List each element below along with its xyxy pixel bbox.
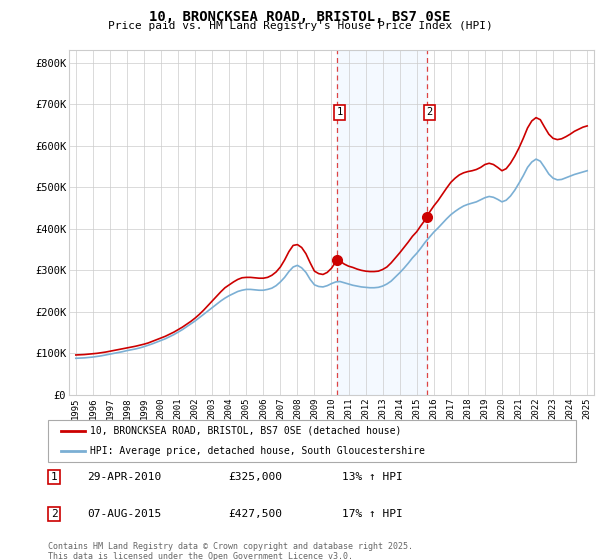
- Text: 1: 1: [50, 472, 58, 482]
- Text: £427,500: £427,500: [228, 509, 282, 519]
- Bar: [337, 50, 427, 395]
- Text: 1: 1: [337, 108, 343, 118]
- Text: 10, BRONCKSEA ROAD, BRISTOL, BS7 0SE: 10, BRONCKSEA ROAD, BRISTOL, BS7 0SE: [149, 10, 451, 24]
- Text: 10, BRONCKSEA ROAD, BRISTOL, BS7 0SE (detached house): 10, BRONCKSEA ROAD, BRISTOL, BS7 0SE (de…: [90, 426, 401, 436]
- Text: 2: 2: [427, 108, 433, 118]
- Text: 17% ↑ HPI: 17% ↑ HPI: [342, 509, 403, 519]
- FancyBboxPatch shape: [48, 420, 576, 462]
- Text: 2: 2: [50, 509, 58, 519]
- Text: Price paid vs. HM Land Registry's House Price Index (HPI): Price paid vs. HM Land Registry's House …: [107, 21, 493, 31]
- Text: Contains HM Land Registry data © Crown copyright and database right 2025.
This d: Contains HM Land Registry data © Crown c…: [48, 542, 413, 560]
- Text: 29-APR-2010: 29-APR-2010: [87, 472, 161, 482]
- Text: HPI: Average price, detached house, South Gloucestershire: HPI: Average price, detached house, Sout…: [90, 446, 425, 456]
- Text: 07-AUG-2015: 07-AUG-2015: [87, 509, 161, 519]
- Text: £325,000: £325,000: [228, 472, 282, 482]
- Text: 13% ↑ HPI: 13% ↑ HPI: [342, 472, 403, 482]
